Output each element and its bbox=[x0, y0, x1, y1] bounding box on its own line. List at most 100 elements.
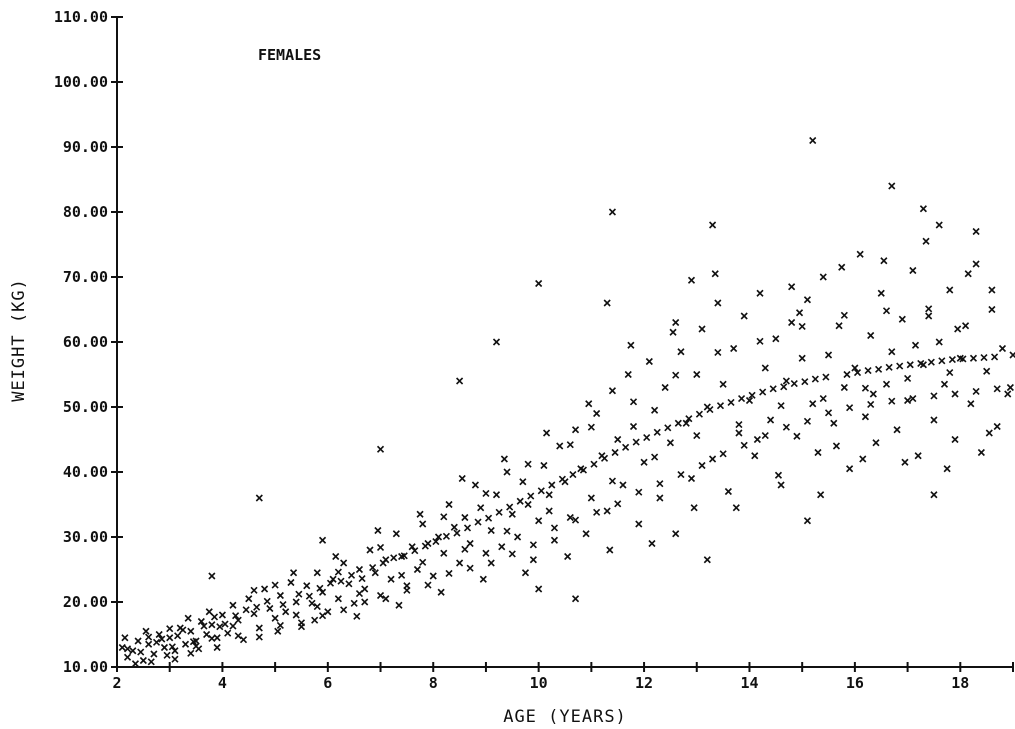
data-point bbox=[181, 640, 190, 648]
data-point bbox=[376, 591, 385, 600]
data-point bbox=[653, 428, 661, 436]
data-point bbox=[566, 441, 574, 449]
data-point bbox=[411, 547, 419, 555]
data-point bbox=[669, 328, 677, 336]
data-point bbox=[216, 623, 224, 631]
data-point bbox=[756, 289, 764, 297]
data-point bbox=[788, 318, 796, 327]
data-point bbox=[550, 536, 559, 544]
data-point bbox=[387, 575, 395, 583]
data-point bbox=[224, 629, 232, 637]
data-point bbox=[790, 380, 798, 388]
data-point bbox=[400, 552, 408, 560]
y-tick-label: 60.00 bbox=[63, 333, 108, 351]
data-point bbox=[914, 452, 922, 460]
data-point bbox=[311, 616, 319, 624]
data-point bbox=[861, 384, 869, 392]
data-point bbox=[819, 394, 827, 403]
data-point bbox=[292, 598, 300, 606]
data-point bbox=[959, 355, 967, 363]
data-point bbox=[716, 402, 725, 410]
data-point bbox=[930, 392, 938, 400]
data-point bbox=[485, 514, 493, 522]
data-point bbox=[737, 394, 746, 403]
x-axis-title: AGE (YEARS) bbox=[503, 707, 627, 727]
data-point bbox=[466, 539, 474, 548]
data-point bbox=[893, 426, 901, 434]
data-point bbox=[419, 558, 427, 566]
data-point bbox=[969, 354, 978, 362]
data-point bbox=[556, 442, 564, 450]
data-point bbox=[347, 571, 356, 579]
data-point bbox=[846, 465, 854, 473]
data-point bbox=[766, 416, 775, 424]
data-point bbox=[948, 355, 956, 364]
y-tick-label: 50.00 bbox=[63, 398, 108, 416]
data-point bbox=[861, 413, 869, 421]
data-point bbox=[271, 581, 279, 589]
data-point bbox=[672, 371, 680, 379]
data-point bbox=[706, 406, 714, 414]
data-point bbox=[719, 380, 727, 388]
data-point bbox=[255, 633, 263, 641]
data-point bbox=[145, 640, 153, 648]
data-point bbox=[239, 636, 248, 644]
data-point bbox=[558, 475, 566, 483]
data-point bbox=[318, 536, 327, 544]
data-point bbox=[316, 584, 324, 592]
data-point bbox=[803, 417, 812, 425]
data-point bbox=[313, 602, 321, 611]
data-point bbox=[925, 305, 933, 313]
data-point bbox=[930, 416, 938, 424]
data-point bbox=[672, 318, 680, 327]
data-point bbox=[824, 351, 833, 359]
data-point bbox=[882, 380, 891, 388]
data-point bbox=[487, 526, 495, 535]
data-point bbox=[627, 341, 635, 349]
data-point bbox=[901, 458, 909, 466]
data-point bbox=[255, 494, 263, 502]
data-point bbox=[200, 622, 208, 630]
data-point bbox=[150, 650, 158, 658]
data-point bbox=[550, 524, 559, 532]
data-point bbox=[305, 592, 313, 600]
data-point bbox=[856, 250, 864, 258]
data-point bbox=[809, 136, 817, 145]
y-tick-label: 70.00 bbox=[63, 268, 108, 286]
data-point bbox=[234, 616, 242, 624]
data-point bbox=[171, 655, 179, 663]
data-point bbox=[118, 643, 126, 652]
data-point bbox=[495, 508, 503, 516]
data-point bbox=[624, 370, 632, 379]
data-point bbox=[882, 307, 891, 315]
data-point bbox=[693, 432, 701, 440]
data-point bbox=[421, 542, 429, 550]
data-point bbox=[564, 552, 572, 561]
data-point bbox=[413, 565, 421, 574]
data-point bbox=[980, 354, 988, 362]
ticks: 10.00 20.00 30.00 40.00 50.00 60.00 70.00 80.00… bbox=[54, 8, 1014, 692]
data-point bbox=[334, 568, 342, 576]
x-tick-label: 14 bbox=[740, 674, 758, 692]
data-point bbox=[795, 309, 804, 317]
data-point bbox=[492, 338, 501, 346]
data-point bbox=[724, 487, 732, 496]
data-point bbox=[608, 477, 617, 485]
data-point bbox=[147, 658, 155, 666]
data-point bbox=[192, 642, 200, 650]
data-point bbox=[139, 656, 147, 665]
data-point bbox=[740, 441, 748, 449]
data-point bbox=[419, 520, 427, 528]
data-point bbox=[951, 435, 959, 444]
data-point bbox=[463, 524, 472, 532]
data-point bbox=[187, 649, 195, 657]
data-point bbox=[977, 448, 985, 457]
data-point bbox=[782, 423, 790, 431]
data-point bbox=[661, 383, 669, 392]
data-point bbox=[213, 643, 221, 652]
data-point bbox=[672, 530, 680, 538]
data-point bbox=[461, 513, 469, 522]
data-point bbox=[318, 588, 327, 596]
data-point bbox=[487, 559, 495, 567]
data-point bbox=[748, 391, 756, 399]
